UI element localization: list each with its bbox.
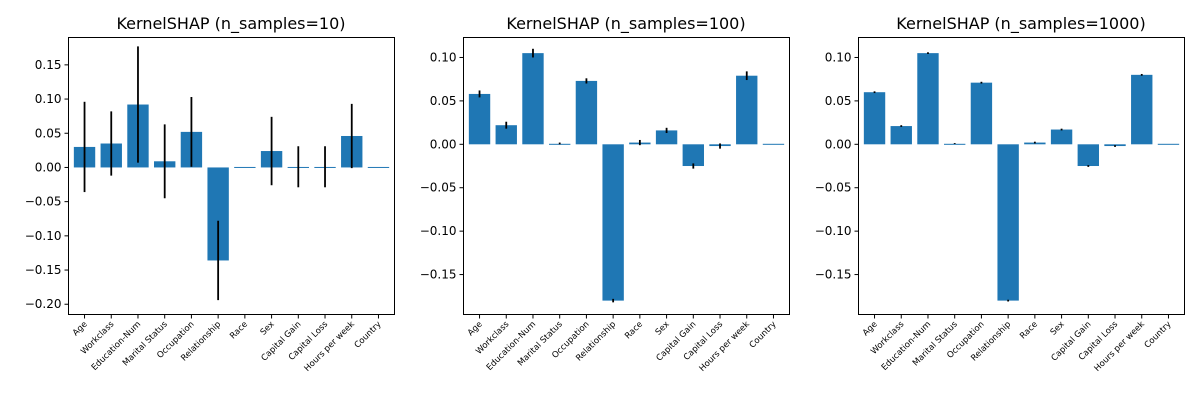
bar-marital-status	[944, 143, 966, 145]
bar-education-num	[917, 53, 939, 145]
bar-education-num	[522, 53, 544, 145]
y-tick-label: −0.10	[815, 224, 852, 238]
axes-frame	[68, 37, 395, 315]
y-tick-label: 0.05	[35, 126, 62, 140]
bar-country	[1157, 143, 1180, 145]
y-tick-label: −0.05	[25, 195, 62, 209]
bar-age	[468, 93, 491, 145]
y-tick-label: 0.00	[35, 160, 62, 174]
y-tick-label: 0.00	[430, 137, 457, 151]
chart-title: KernelSHAP (n_samples=100)	[506, 14, 745, 34]
bar-country	[762, 143, 785, 145]
bar-sex	[1050, 129, 1073, 145]
bar-relationship	[207, 167, 229, 261]
y-tick-label: 0.05	[825, 94, 852, 108]
y-tick-label: −0.05	[815, 181, 852, 195]
axes-frame	[463, 37, 790, 315]
bar-relationship	[997, 144, 1019, 301]
y-tick-label: −0.15	[420, 268, 457, 282]
bar-hours-per-week	[1131, 74, 1153, 145]
y-tick-label: −0.20	[25, 297, 62, 311]
bar-country	[367, 166, 390, 168]
bar-age	[863, 92, 886, 145]
chart-title: KernelSHAP (n_samples=1000)	[896, 14, 1145, 34]
y-tick-label: 0.15	[35, 58, 62, 72]
bar-hours-per-week	[736, 75, 758, 145]
y-tick-label: 0.10	[825, 50, 852, 64]
bar-relationship	[602, 144, 624, 301]
y-tick-label: 0.00	[825, 137, 852, 151]
bar-occupation	[970, 82, 993, 145]
bar-race	[234, 166, 256, 168]
bar-race	[1024, 142, 1046, 145]
y-tick-label: 0.10	[35, 92, 62, 106]
bar-workclass	[890, 126, 912, 145]
axes-frame	[858, 37, 1185, 315]
y-tick-label: −0.15	[815, 268, 852, 282]
y-tick-label: −0.15	[25, 263, 62, 277]
y-tick-label: 0.10	[430, 50, 457, 64]
bar-occupation	[575, 80, 598, 145]
y-tick-label: −0.10	[25, 229, 62, 243]
bar-capital-gain	[1077, 144, 1099, 167]
bar-workclass	[495, 125, 517, 145]
y-tick-label: −0.05	[420, 181, 457, 195]
y-tick-label: −0.10	[420, 224, 457, 238]
bar-capital-gain	[682, 144, 704, 167]
y-tick-label: 0.05	[430, 94, 457, 108]
chart-title: KernelSHAP (n_samples=10)	[116, 14, 345, 34]
bar-sex	[655, 130, 678, 145]
